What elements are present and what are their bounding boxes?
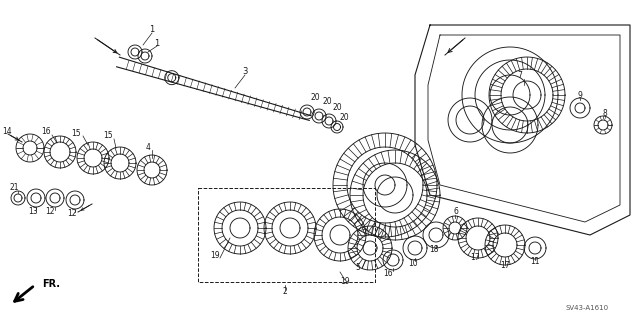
Text: 7: 7	[518, 70, 522, 79]
Text: 19: 19	[210, 250, 220, 259]
Text: 15: 15	[103, 131, 113, 140]
Text: 14: 14	[2, 127, 12, 136]
Text: 20: 20	[332, 103, 342, 113]
Text: 16: 16	[383, 269, 393, 278]
Text: SV43-A1610: SV43-A1610	[565, 305, 608, 311]
Text: 20: 20	[339, 114, 349, 122]
Text: 9: 9	[577, 91, 582, 100]
Text: 3: 3	[243, 68, 248, 77]
Text: 17: 17	[470, 254, 480, 263]
Text: 18: 18	[429, 246, 439, 255]
Text: 10: 10	[408, 258, 418, 268]
Text: 16: 16	[41, 128, 51, 137]
Text: 1: 1	[149, 26, 155, 34]
Text: 20: 20	[322, 97, 332, 106]
Text: 21: 21	[9, 183, 19, 192]
Text: 5: 5	[356, 263, 360, 272]
Text: 12: 12	[67, 210, 77, 219]
Text: 13: 13	[28, 207, 38, 217]
Text: 11: 11	[531, 257, 540, 266]
Text: 8: 8	[603, 108, 607, 117]
Text: 4: 4	[145, 143, 150, 152]
Text: FR.: FR.	[42, 279, 60, 289]
Text: 1: 1	[154, 39, 159, 48]
Text: 20: 20	[310, 93, 320, 101]
Text: 6: 6	[454, 207, 458, 217]
Text: 12: 12	[45, 207, 55, 217]
Text: 17: 17	[500, 261, 510, 270]
Text: 15: 15	[71, 129, 81, 137]
Text: 19: 19	[340, 278, 350, 286]
Text: 2: 2	[283, 287, 287, 296]
